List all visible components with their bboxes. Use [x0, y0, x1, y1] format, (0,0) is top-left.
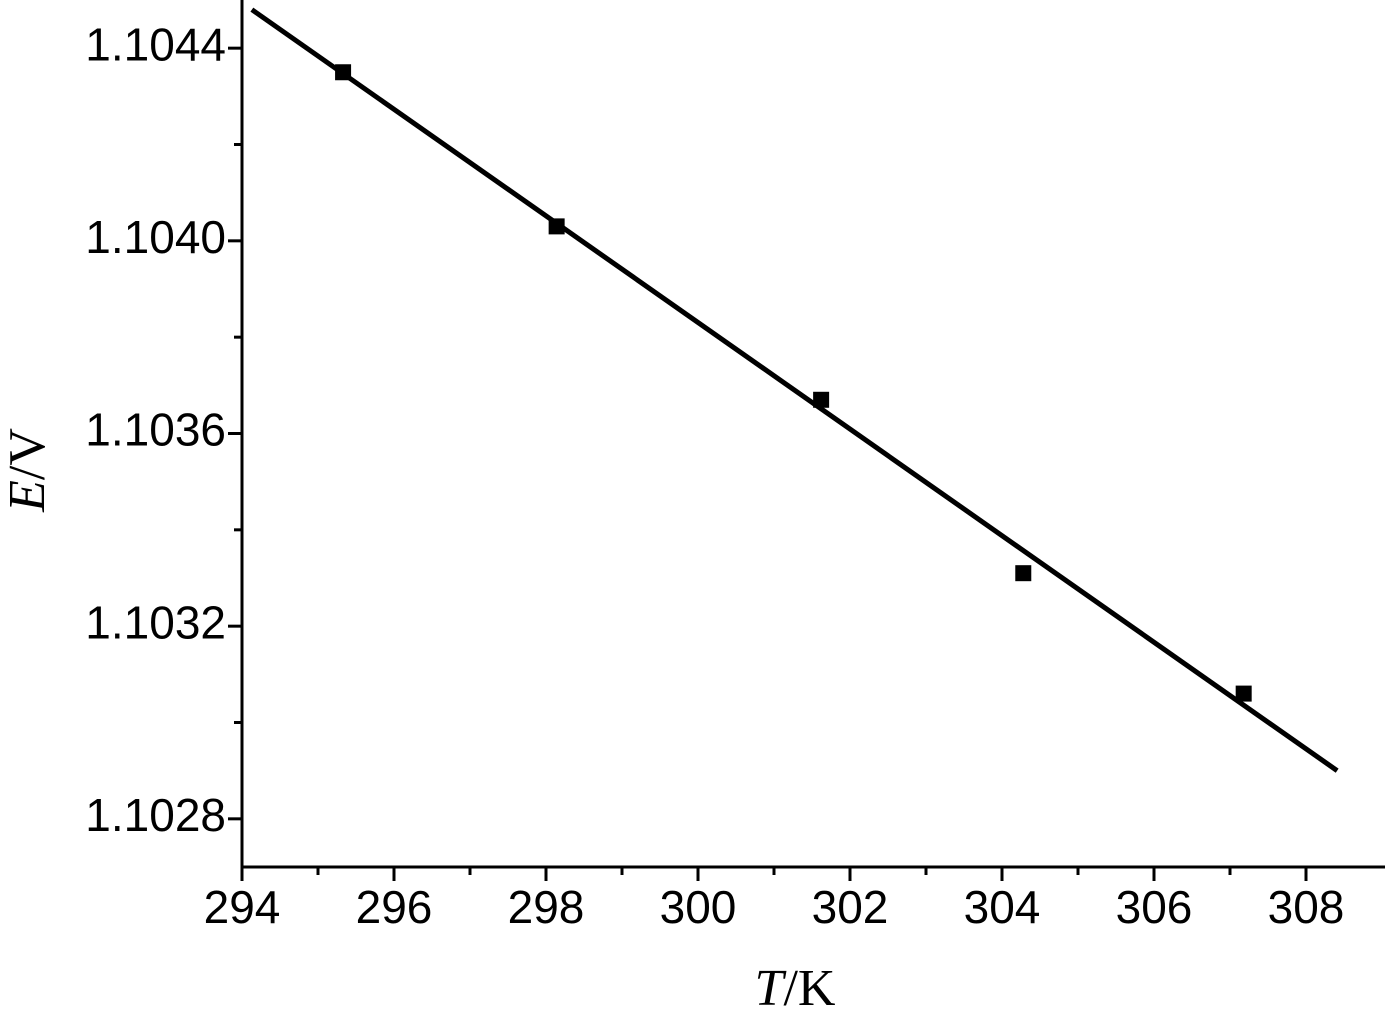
x-tick-label: 298: [508, 881, 585, 933]
y-tick-label: 1.1036: [85, 404, 226, 456]
x-axis-unit: /K: [783, 960, 835, 1017]
marker: [1015, 565, 1032, 582]
y-axis-title: E/V: [0, 428, 56, 513]
x-tick-label: 296: [356, 881, 433, 933]
x-axis-title: T/K: [755, 960, 836, 1017]
marker: [1235, 685, 1252, 702]
x-tick-label: 308: [1268, 881, 1345, 933]
marker: [335, 64, 352, 81]
x-tick-label: 306: [1116, 881, 1193, 933]
x-tick-label: 302: [812, 881, 889, 933]
x-tick-label: 294: [204, 881, 281, 933]
y-tick-label: 1.1032: [85, 596, 226, 648]
y-tick-label: 1.1040: [85, 211, 226, 263]
marker: [813, 391, 830, 408]
x-tick-label: 300: [660, 881, 737, 933]
y-tick-label: 1.1028: [85, 789, 226, 841]
fit-line: [250, 7, 1339, 773]
y-tick-label: 1.1044: [85, 18, 226, 70]
x-tick-label: 304: [964, 881, 1041, 933]
y-axis-unit: /V: [0, 428, 56, 480]
x-axis-symbol: T: [755, 960, 787, 1017]
y-axis-symbol: E: [0, 480, 56, 513]
marker: [548, 218, 565, 235]
